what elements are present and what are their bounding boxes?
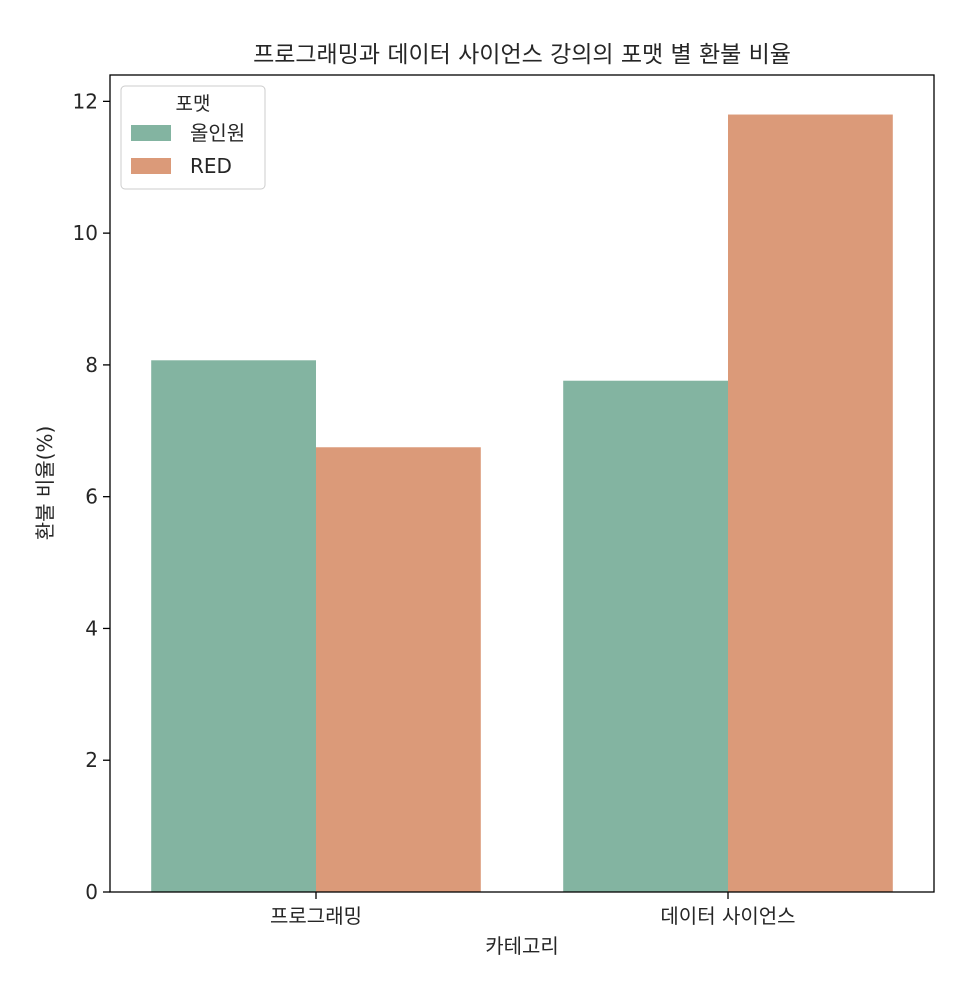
chart-title: 프로그래밍과 데이터 사이언스 강의의 포맷 별 환불 비율	[253, 42, 791, 68]
legend-title: 포맷	[176, 93, 211, 115]
legend-swatch	[131, 125, 171, 141]
y-tick-label: 12	[73, 89, 98, 113]
y-tick-label: 4	[85, 616, 98, 640]
y-axis: 0 2 4 6 8 10 12	[73, 89, 110, 904]
x-axis: 프로그래밍 데이터 사이언스	[270, 892, 796, 928]
plot-area	[109, 74, 935, 893]
legend-swatch	[131, 158, 171, 174]
legend-entries: 올인원 RED	[131, 121, 245, 178]
y-tick-label: 10	[73, 221, 98, 245]
legend: 포맷 올인원 RED	[120, 85, 266, 190]
bar	[563, 380, 728, 892]
y-tick-label: 6	[85, 485, 98, 509]
y-tick-label: 8	[85, 353, 98, 377]
bars-group	[151, 114, 893, 893]
plot-frame	[109, 74, 935, 893]
y-tick-label: 2	[85, 748, 98, 772]
y-axis-label: 환불 비율(%)	[33, 426, 57, 541]
bar	[316, 447, 481, 892]
x-tick-label: 프로그래밍	[270, 904, 362, 928]
legend-label: RED	[190, 154, 232, 178]
x-axis-label: 카테고리	[485, 934, 559, 958]
bar	[728, 114, 893, 893]
x-tick-label: 데이터 사이언스	[660, 904, 795, 928]
bar	[151, 360, 316, 892]
legend-label: 올인원	[190, 121, 245, 145]
y-tick-label: 0	[85, 880, 98, 904]
